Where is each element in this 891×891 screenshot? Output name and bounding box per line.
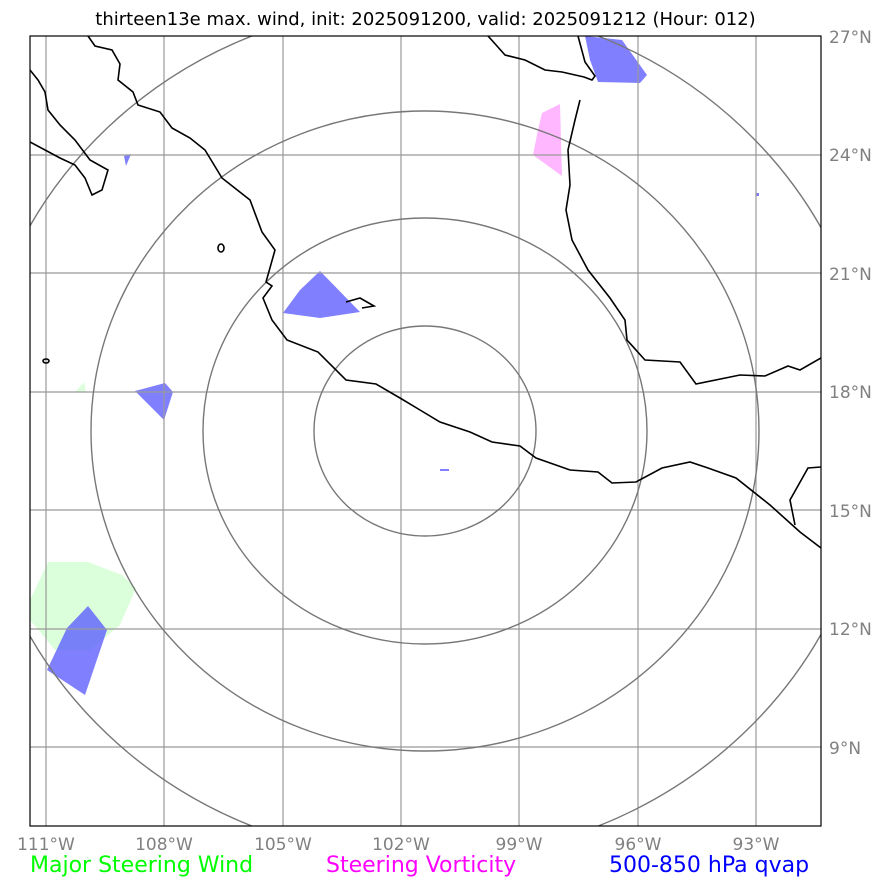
coastline: [30, 36, 821, 549]
lon-tick-labels: 111°W 108°W 105°W 102°W 99°W 96°W 93°W: [17, 835, 780, 855]
lon-tick: 108°W: [135, 835, 193, 855]
lat-tick: 18°N: [829, 383, 872, 403]
lat-tick: 27°N: [829, 28, 872, 48]
lat-tick: 9°N: [829, 739, 861, 759]
lat-tick: 24°N: [829, 146, 872, 166]
lat-tick-labels: 27°N 24°N 21°N 18°N 15°N 12°N 9°N: [829, 28, 872, 759]
map-title: thirteen13e max. wind, init: 2025091200,…: [95, 9, 756, 30]
lon-tick: 96°W: [615, 835, 662, 855]
vorticity-area: [533, 104, 562, 176]
lat-tick: 21°N: [829, 265, 872, 285]
qvap-area: [47, 36, 759, 695]
steering-wind-area: [30, 382, 136, 650]
lon-tick: 102°W: [372, 835, 430, 855]
graticule: [30, 36, 821, 826]
legend-qvap: 500-850 hPa qvap: [609, 853, 810, 878]
map-frame: [29, 35, 822, 827]
lon-tick: 105°W: [254, 835, 312, 855]
lat-tick: 12°N: [829, 620, 872, 640]
legend-steering-wind: Major Steering Wind: [30, 853, 254, 878]
lon-tick: 111°W: [17, 835, 75, 855]
legend-steering-vorticity: Steering Vorticity: [326, 853, 517, 878]
lon-tick: 99°W: [496, 835, 543, 855]
lon-tick: 93°W: [733, 835, 780, 855]
range-rings: [30, 36, 821, 826]
lat-tick: 15°N: [829, 502, 872, 522]
